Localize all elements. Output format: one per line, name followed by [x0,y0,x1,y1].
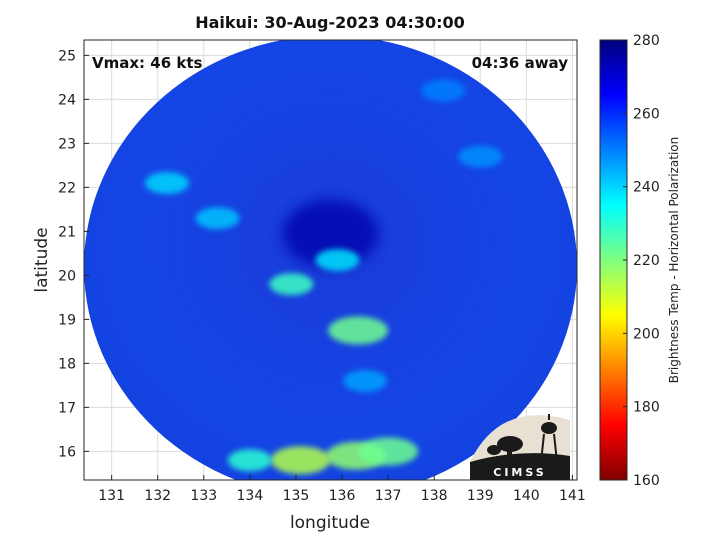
x-tick-label: 141 [559,488,586,504]
colorbar-tick-label: 280 [633,33,660,49]
x-tick-label: 137 [375,488,402,504]
y-tick-label: 22 [58,180,76,196]
x-tick-label: 140 [513,488,540,504]
y-tick-label: 16 [58,444,76,460]
brightness-temp-feature [195,207,240,230]
brightness-temp-feature [421,79,466,102]
brightness-temp-feature [227,449,272,472]
axis-ticks: 131 132 133 134 135 136 137 138 139 140 141 16 17 18 1… [58,48,586,504]
y-tick-label: 18 [58,356,76,372]
vmax-label: Vmax: 46 kts [92,54,202,72]
chart-title: Haikui: 30-Aug-2023 04:30:00 [195,13,465,32]
brightness-temp-feature [458,145,503,168]
y-tick-label: 17 [58,400,76,416]
colorbar-tick-label: 160 [633,473,660,489]
brightness-temp-feature [269,273,314,296]
cimss-logo: CIMSS [470,414,570,480]
y-axis-label: latitude [32,227,52,292]
y-tick-label: 23 [58,136,76,152]
brightness-temp-feature [282,199,379,268]
colorbar-tick-label: 180 [633,400,660,416]
x-tick-label: 132 [144,488,171,504]
x-tick-label: 138 [421,488,448,504]
brightness-temp-feature [270,446,331,475]
colorbar-tick-label: 240 [633,180,660,196]
feature-layer [144,79,503,475]
colorbar-tick-label: 260 [633,106,660,122]
x-tick-label: 135 [283,488,310,504]
brightness-temp-feature [358,437,419,466]
cimss-logo-text: CIMSS [493,466,546,479]
brightness-temp-feature [328,316,389,345]
time-offset-label: 04:36 away [472,54,569,72]
brightness-temp-feature [343,370,388,392]
x-tick-label: 131 [98,488,125,504]
colorbar [599,39,628,481]
y-tick-label: 19 [58,312,76,328]
y-tick-label: 24 [58,92,76,108]
colorbar-ticks: 160 180 200 220 240 260 280 [623,33,660,489]
plot-border [83,39,578,481]
y-tick-label: 21 [58,224,76,240]
brightness-temp-feature [315,249,360,271]
y-tick-label: 20 [58,268,76,284]
x-axis-label: longitude [290,513,370,533]
x-tick-label: 133 [190,488,217,504]
y-tick-label: 25 [58,48,76,64]
x-tick-label: 139 [467,488,494,504]
x-tick-label: 134 [237,488,264,504]
colorbar-tick-label: 200 [633,326,660,342]
brightness-temp-feature [144,172,189,194]
colorbar-label: Brightness Temp - Horizontal Polarizatio… [667,137,681,384]
colorbar-tick-label: 220 [633,253,660,269]
x-tick-label: 136 [329,488,356,504]
